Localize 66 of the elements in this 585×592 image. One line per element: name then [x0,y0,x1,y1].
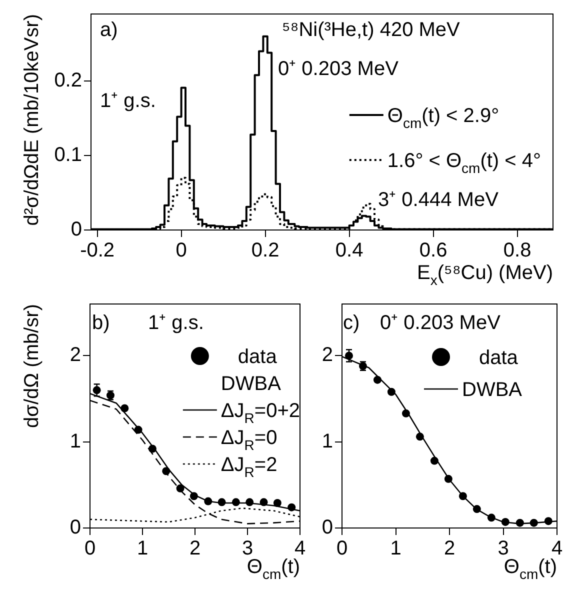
y-axis-title: dσ/dΩ (mb/sr) [21,304,43,428]
point [430,456,438,465]
y-tick-label: 1 [70,430,81,452]
annotation: 0⁺ 0.203 MeV [380,312,502,334]
point [232,498,240,506]
annotation: 0⁺ 0.203 MeV [278,58,400,80]
point [444,474,452,483]
x-tick-label: 0.2 [251,240,280,262]
y-tick-label: 2 [322,344,333,366]
y-tick-label: 0 [322,516,333,539]
x-tick-label: 2 [444,538,456,560]
point [120,404,129,412]
point [218,498,226,506]
point [416,432,424,441]
annotation: ⁵⁸Ni(³He,t) 420 MeV [282,19,461,41]
x-tick-label: 1 [390,538,402,560]
point [260,498,268,506]
point [501,518,510,526]
point [176,484,184,492]
y-tick-label: 2 [70,344,81,366]
y-tick-label: 0.1 [54,144,82,166]
point [487,514,496,522]
point [402,409,410,418]
x-tick-label: 0 [84,538,96,560]
legend-label: DWBA [462,379,523,401]
point [516,518,524,527]
point [246,498,254,506]
legend-label: data [479,347,519,369]
point [134,426,142,434]
point [190,492,198,500]
point [472,505,481,514]
x-tick-label: 0 [176,240,187,262]
y-axis-title: d²σ/dΩdE (mb/10keVsr) [21,14,43,226]
legend-title: DWBA [220,373,282,395]
x-tick-label: 3 [498,538,509,560]
point [458,492,467,500]
y-tick-label: 1 [322,430,333,452]
y-tick-label: 0 [70,516,81,539]
y-tick-label: 0.2 [54,70,82,92]
x-tick-label: 4 [551,538,563,560]
y-tick-label: 0 [70,218,82,241]
point [273,499,282,508]
annotation: a) [100,19,118,41]
annotation: 1⁺ g.s. [100,90,156,112]
point [162,467,170,476]
annotation: b) [92,312,110,334]
x-tick-label: 4 [294,538,306,560]
point [544,517,552,526]
point [204,497,212,506]
annotation: 1⁺ g.s. [148,312,204,334]
annotation: c) [343,312,360,334]
point [530,518,538,527]
x-tick-label: 2 [189,538,201,560]
x-tick-label: 3 [242,538,254,560]
x-tick-label: 0.4 [335,240,364,262]
point [373,376,382,384]
point [288,503,296,512]
x-tick-label: 1 [136,538,148,560]
annotation: 3⁺ 0.444 MeV [378,189,500,211]
legend-label: data [238,346,278,368]
x-tick-label: -0.2 [80,240,115,262]
point [387,388,396,396]
point [148,444,156,453]
x-tick-label: 0.6 [419,240,448,262]
x-tick-label: 0 [336,538,348,560]
x-tick-label: 0.8 [503,240,532,262]
